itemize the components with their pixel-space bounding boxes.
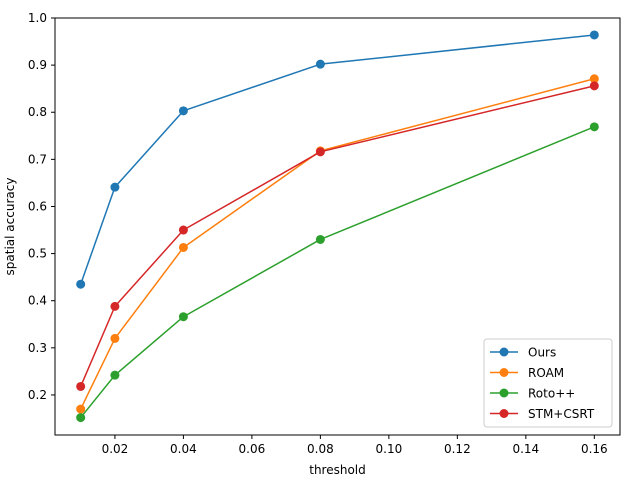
data-point-2-3 xyxy=(315,234,325,244)
plot-area xyxy=(76,30,599,423)
y-tick-label-0: 0.2 xyxy=(28,388,47,402)
legend-marker-0 xyxy=(499,347,509,357)
data-point-2-2 xyxy=(178,312,188,322)
legend-label-2: Roto++ xyxy=(528,387,575,401)
y-tick-label-4: 0.6 xyxy=(28,199,47,213)
y-tick-label-5: 0.7 xyxy=(28,152,47,166)
y-tick-label-3: 0.5 xyxy=(28,247,47,261)
x-tick-label-6: 0.14 xyxy=(512,442,539,456)
x-tick-label-0: 0.02 xyxy=(102,442,129,456)
data-point-3-1 xyxy=(110,301,120,311)
data-point-2-4 xyxy=(589,122,599,132)
data-point-0-3 xyxy=(315,59,325,69)
data-point-3-3 xyxy=(315,147,325,157)
y-tick-label-7: 0.9 xyxy=(28,58,47,72)
x-tick-label-2: 0.06 xyxy=(239,442,266,456)
data-point-1-2 xyxy=(178,242,188,252)
data-point-0-0 xyxy=(76,279,86,289)
data-point-3-0 xyxy=(76,381,86,391)
y-tick-label-6: 0.8 xyxy=(28,105,47,119)
data-point-1-0 xyxy=(76,404,86,414)
axes: 0.02 0.04 0.06 0.08 0.10 0.12 0.14 0.16 0.2 0.3 0.… xyxy=(28,11,621,456)
y-axis-label: spatial accuracy xyxy=(3,178,17,276)
y-tick-label-1: 0.3 xyxy=(28,341,47,355)
legend-marker-1 xyxy=(499,368,509,377)
data-point-3-2 xyxy=(178,225,188,235)
x-tick-label-1: 0.04 xyxy=(170,442,197,456)
legend-marker-3 xyxy=(499,409,509,418)
data-point-3-4 xyxy=(589,81,599,91)
data-point-1-4 xyxy=(589,74,599,84)
y-tick-label-2: 0.4 xyxy=(28,294,47,308)
axes-frame xyxy=(54,17,621,436)
legend-box xyxy=(483,338,613,428)
legend-label-1: ROAM xyxy=(528,366,564,380)
data-point-0-1 xyxy=(110,182,120,192)
x-tick-label-4: 0.10 xyxy=(376,442,403,456)
x-tick-label-5: 0.12 xyxy=(444,442,471,456)
legend-marker-2 xyxy=(499,388,509,398)
legend: Ours ROAM Roto++ STM+CSRT xyxy=(483,338,613,428)
x-tick-label-7: 0.16 xyxy=(581,442,608,456)
y-tick-label-8: 1.0 xyxy=(28,11,47,25)
data-point-2-0 xyxy=(76,413,86,423)
data-point-0-4 xyxy=(589,30,599,40)
legend-label-3: STM+CSRT xyxy=(528,407,595,421)
data-point-2-1 xyxy=(110,370,120,380)
data-point-0-2 xyxy=(178,106,188,116)
data-point-1-1 xyxy=(110,333,120,343)
x-axis-label: threshold xyxy=(309,463,366,477)
x-tick-label-3: 0.08 xyxy=(307,442,334,456)
legend-label-0: Ours xyxy=(528,346,556,360)
